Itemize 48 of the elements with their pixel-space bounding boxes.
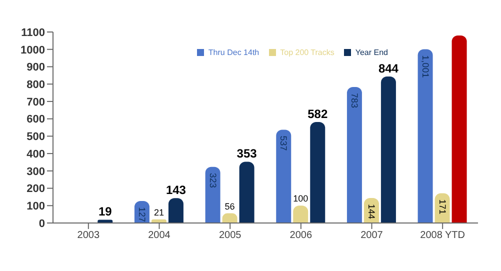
bar	[434, 193, 450, 223]
bar	[380, 76, 396, 223]
data-label: 143	[166, 183, 186, 198]
data-label: 582	[308, 106, 328, 121]
bar	[452, 35, 467, 223]
bar	[418, 49, 433, 223]
data-label: 783	[349, 93, 360, 108]
bar	[98, 220, 113, 223]
bar	[168, 198, 184, 223]
y-tick-label: 1000	[20, 44, 45, 56]
bar	[276, 130, 292, 223]
y-tick-label: 300	[26, 166, 45, 178]
x-tick-label: 2008 YTD	[420, 230, 466, 242]
legend-label: Thru Dec 14th	[208, 48, 260, 57]
data-label: 171	[437, 199, 448, 214]
x-tick-label: 2004	[148, 230, 171, 242]
y-tick-label: 400	[26, 148, 45, 160]
y-tick-label: 700	[26, 96, 45, 108]
x-tick-label: 2005	[218, 230, 242, 242]
bar	[205, 166, 220, 223]
y-tick-label: 200	[26, 183, 45, 196]
data-label: 537	[278, 136, 289, 151]
bar	[293, 206, 308, 223]
data-label: 353	[236, 146, 258, 161]
data-label: 1,001	[420, 55, 430, 78]
data-label: 56	[224, 201, 235, 212]
data-label: 19	[98, 204, 112, 219]
y-tick-label: 600	[26, 114, 45, 126]
data-label: 144	[366, 204, 376, 220]
bar	[310, 122, 326, 223]
x-tick-label: 2003	[77, 230, 100, 242]
y-tick-label: 900	[26, 62, 45, 74]
data-label: 127	[136, 206, 147, 222]
y-tick-label: 100	[26, 200, 45, 213]
bar	[346, 87, 362, 223]
legend-label: Top 200 Tracks	[280, 48, 334, 57]
data-label: 100	[293, 194, 308, 204]
data-label: 323	[208, 172, 218, 188]
y-tick-label: 500	[26, 131, 45, 144]
x-tick-label: 2006	[290, 230, 312, 242]
y-tick-label: 1100	[21, 26, 45, 39]
data-label: 844	[378, 61, 399, 76]
legend-label: Year End	[355, 48, 388, 57]
x-tick-label: 2007	[360, 230, 384, 242]
bar	[239, 162, 254, 223]
data-label: 21	[154, 207, 164, 218]
y-tick-label: 0	[38, 218, 45, 230]
y-tick-label: 800	[26, 78, 45, 91]
